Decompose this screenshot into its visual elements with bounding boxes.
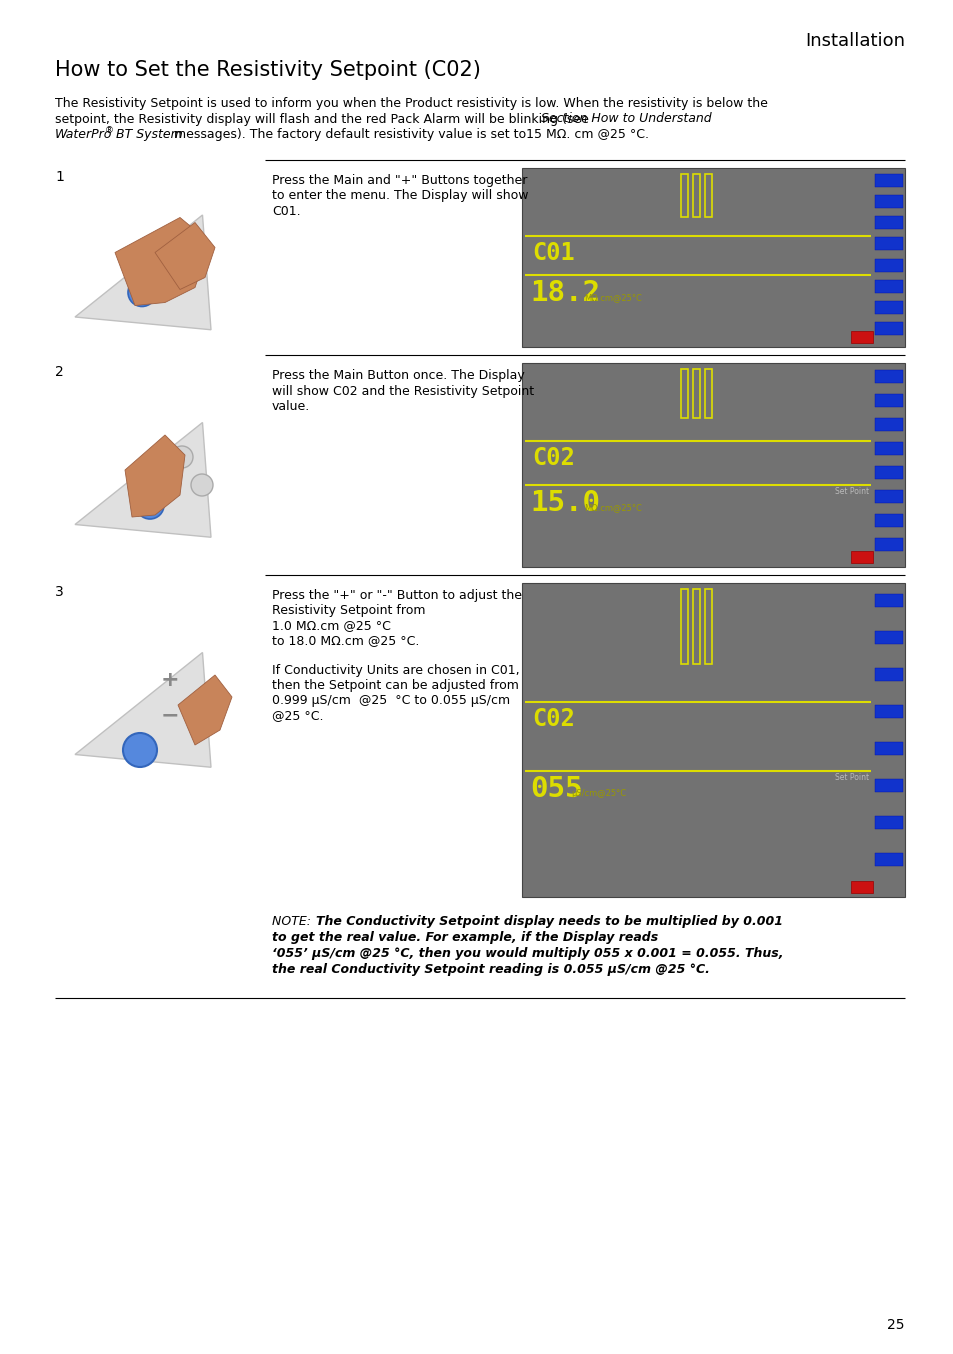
Text: the real Conductivity Setpoint reading is 0.055 μS/cm @25 °C.: the real Conductivity Setpoint reading i…: [272, 963, 709, 976]
Text: to enter the menu. The Display will show: to enter the menu. The Display will show: [272, 190, 528, 203]
Polygon shape: [75, 215, 211, 330]
Text: messages). The factory default resistivity value is set to15 MΩ. cm @25 °C.: messages). The factory default resistivi…: [170, 129, 648, 141]
Circle shape: [191, 474, 213, 496]
FancyBboxPatch shape: [874, 594, 902, 607]
FancyBboxPatch shape: [874, 322, 902, 334]
Text: ®: ®: [105, 126, 113, 135]
Text: −: −: [160, 705, 179, 724]
FancyBboxPatch shape: [874, 668, 902, 681]
Polygon shape: [125, 435, 185, 517]
Text: 15.0: 15.0: [530, 489, 599, 517]
FancyBboxPatch shape: [874, 466, 902, 479]
Polygon shape: [178, 676, 232, 745]
Text: The Conductivity Setpoint display needs to be multiplied by 0.001: The Conductivity Setpoint display needs …: [315, 915, 782, 927]
FancyBboxPatch shape: [874, 237, 902, 250]
Text: +: +: [160, 670, 179, 691]
Text: How to Set the Resistivity Setpoint (C02): How to Set the Resistivity Setpoint (C02…: [55, 60, 480, 80]
FancyBboxPatch shape: [874, 301, 902, 314]
FancyBboxPatch shape: [874, 742, 902, 754]
FancyBboxPatch shape: [874, 779, 902, 792]
Text: Installation: Installation: [804, 32, 904, 50]
Text: 1.0 MΩ.cm @25 °C: 1.0 MΩ.cm @25 °C: [272, 619, 391, 632]
FancyBboxPatch shape: [850, 551, 872, 563]
Text: Press the "+" or "-" Button to adjust the: Press the "+" or "-" Button to adjust th…: [272, 589, 521, 603]
FancyBboxPatch shape: [521, 168, 904, 347]
FancyBboxPatch shape: [874, 538, 902, 551]
FancyBboxPatch shape: [874, 370, 902, 383]
Text: 18.2: 18.2: [530, 279, 599, 307]
Text: The Resistivity Setpoint is used to inform you when the Product resistivity is l: The Resistivity Setpoint is used to info…: [55, 97, 767, 110]
Text: μS/cm@25°C: μS/cm@25°C: [571, 789, 625, 799]
Text: value.: value.: [272, 399, 310, 413]
Text: @25 °C.: @25 °C.: [272, 709, 323, 722]
Polygon shape: [115, 218, 210, 306]
Text: C01.: C01.: [272, 204, 300, 218]
Text: to 18.0 MΩ.cm @25 °C.: to 18.0 MΩ.cm @25 °C.: [272, 634, 419, 647]
FancyBboxPatch shape: [521, 363, 904, 567]
FancyBboxPatch shape: [874, 175, 902, 187]
Text: Resistivity Setpoint from: Resistivity Setpoint from: [272, 604, 425, 617]
FancyBboxPatch shape: [874, 490, 902, 504]
Text: 1: 1: [55, 171, 64, 184]
Text: then the Setpoint can be adjusted from: then the Setpoint can be adjusted from: [272, 678, 518, 692]
FancyBboxPatch shape: [874, 705, 902, 718]
Text: MΩ.cm@25°C: MΩ.cm@25°C: [583, 504, 641, 512]
Text: 3: 3: [55, 585, 64, 598]
FancyBboxPatch shape: [874, 394, 902, 408]
Polygon shape: [75, 422, 211, 538]
Text: MΩ.cm@25°C: MΩ.cm@25°C: [583, 294, 641, 302]
FancyBboxPatch shape: [874, 443, 902, 455]
Circle shape: [123, 733, 157, 766]
Circle shape: [128, 279, 156, 306]
Polygon shape: [154, 222, 214, 290]
Text: C02: C02: [532, 445, 574, 470]
Text: 0.999 μS/cm  @25  °C to 0.055 μS/cm: 0.999 μS/cm @25 °C to 0.055 μS/cm: [272, 695, 510, 707]
Circle shape: [171, 445, 193, 468]
FancyBboxPatch shape: [850, 330, 872, 343]
Text: Set Point: Set Point: [834, 773, 868, 783]
FancyBboxPatch shape: [521, 584, 904, 896]
Text: C02: C02: [532, 707, 574, 731]
FancyBboxPatch shape: [874, 815, 902, 829]
Text: 2: 2: [55, 366, 64, 379]
Text: NOTE:: NOTE:: [272, 915, 318, 927]
Text: to get the real value. For example, if the Display reads: to get the real value. For example, if t…: [272, 932, 658, 944]
Text: 25: 25: [886, 1317, 904, 1332]
FancyBboxPatch shape: [874, 853, 902, 865]
FancyBboxPatch shape: [874, 515, 902, 527]
FancyBboxPatch shape: [874, 418, 902, 431]
Text: Section How to Understand: Section How to Understand: [540, 112, 711, 126]
Text: setpoint, the Resistivity display will flash and the red Pack Alarm will be blin: setpoint, the Resistivity display will f…: [55, 112, 592, 126]
FancyBboxPatch shape: [874, 259, 902, 272]
Circle shape: [136, 492, 164, 519]
Text: Set Point: Set Point: [834, 487, 868, 497]
FancyBboxPatch shape: [874, 217, 902, 229]
Text: C01: C01: [532, 241, 574, 265]
Text: BT System: BT System: [112, 129, 183, 141]
FancyBboxPatch shape: [874, 195, 902, 209]
Text: Press the Main and "+" Buttons together: Press the Main and "+" Buttons together: [272, 175, 527, 187]
Text: ‘055’ μS/cm @25 °C, then you would multiply 055 x 0.001 = 0.055. Thus,: ‘055’ μS/cm @25 °C, then you would multi…: [272, 946, 782, 960]
Polygon shape: [75, 653, 211, 768]
FancyBboxPatch shape: [874, 631, 902, 645]
Text: WaterPro: WaterPro: [55, 129, 112, 141]
FancyBboxPatch shape: [850, 881, 872, 894]
Text: 055: 055: [530, 776, 582, 803]
FancyBboxPatch shape: [874, 280, 902, 292]
Text: If Conductivity Units are chosen in C01,: If Conductivity Units are chosen in C01,: [272, 663, 519, 677]
Text: Press the Main Button once. The Display: Press the Main Button once. The Display: [272, 370, 524, 382]
Text: will show C02 and the Resistivity Setpoint: will show C02 and the Resistivity Setpoi…: [272, 385, 534, 398]
